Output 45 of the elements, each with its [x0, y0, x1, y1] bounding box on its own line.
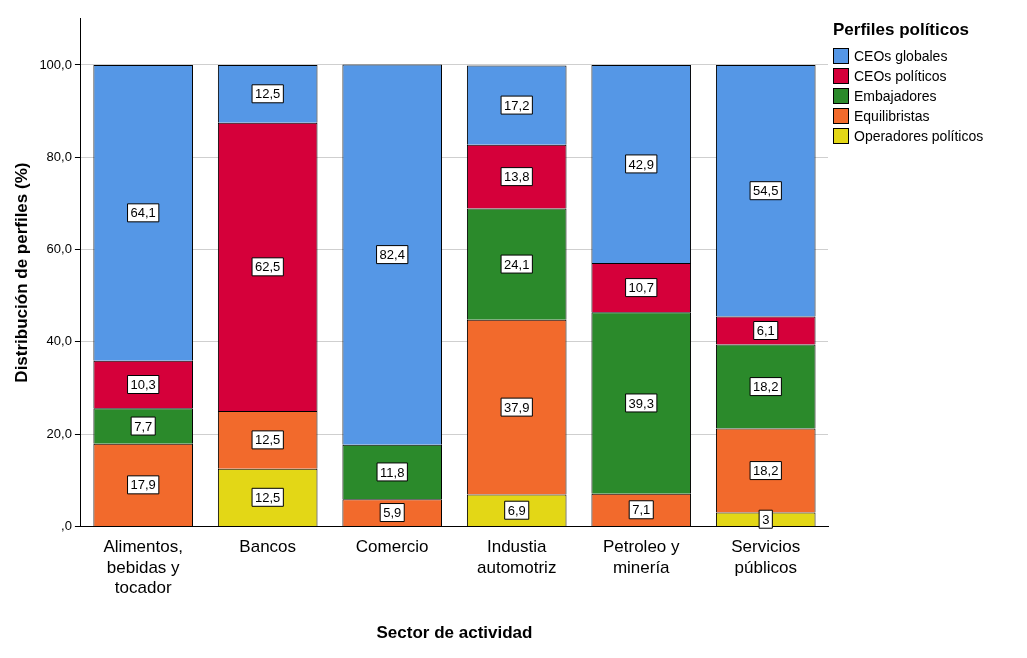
x-tick-label: Alimentos, bebidas y tocador	[103, 537, 183, 598]
text: CEOs globales	[854, 48, 948, 64]
data-label: 62,5	[255, 259, 281, 275]
data-label: 42,9	[628, 156, 654, 172]
data-label: 18,2	[753, 379, 779, 395]
data-label: 6,9	[507, 502, 526, 518]
data-label: 13,8	[504, 169, 530, 185]
data-label: 17,2	[504, 97, 530, 113]
x-tick-label: Petroleo y minería	[602, 537, 680, 577]
x-tick-label: Bancos	[239, 537, 297, 557]
x-axis-title: Sector de actividad	[376, 623, 533, 643]
data-label: 37,9	[504, 399, 530, 415]
data-label: 18,2	[753, 463, 779, 479]
legend-label: Embajadores	[854, 88, 937, 104]
data-label: 7,1	[632, 502, 651, 518]
data-label: 12,5	[255, 489, 281, 505]
legend-label: Operadores políticos	[854, 128, 984, 144]
x-tick-label: Industia automotriz	[477, 537, 557, 577]
data-label: 64,1	[130, 205, 156, 221]
x-tick-label: Servicios públicos	[731, 537, 801, 577]
data-label: 12,5	[255, 86, 281, 102]
data-label: 11,8	[380, 464, 405, 480]
y-tick-label: 20,0	[46, 425, 72, 441]
legend-label: CEOs políticos	[854, 68, 947, 84]
data-label: 5,9	[383, 505, 402, 521]
y-tick-label: 100,0	[39, 56, 72, 72]
x-tick-label: Comercio	[355, 537, 429, 557]
data-label: 10,7	[628, 280, 654, 296]
data-label: 7,7	[134, 418, 153, 434]
data-label: 12,5	[255, 432, 281, 448]
y-tick-label: 40,0	[46, 333, 72, 349]
data-label: 17,9	[130, 477, 156, 493]
y-tick-label: 80,0	[46, 148, 72, 164]
legend-title: Perfiles políticos	[833, 20, 971, 40]
data-label: 82,4	[379, 247, 405, 263]
y-tick-label: ,0	[61, 517, 72, 533]
legend-label: Equilibristas	[854, 108, 930, 124]
data-label: 3	[762, 511, 770, 527]
y-tick-label: 60,0	[46, 241, 72, 257]
y-axis-title: Distribución de perfiles (%)	[11, 162, 31, 383]
data-label: 6,1	[756, 323, 775, 339]
data-label: 24,1	[504, 256, 530, 272]
data-label: 39,3	[628, 395, 654, 411]
data-label: 54,5	[753, 183, 779, 199]
data-label: 10,3	[130, 377, 156, 393]
